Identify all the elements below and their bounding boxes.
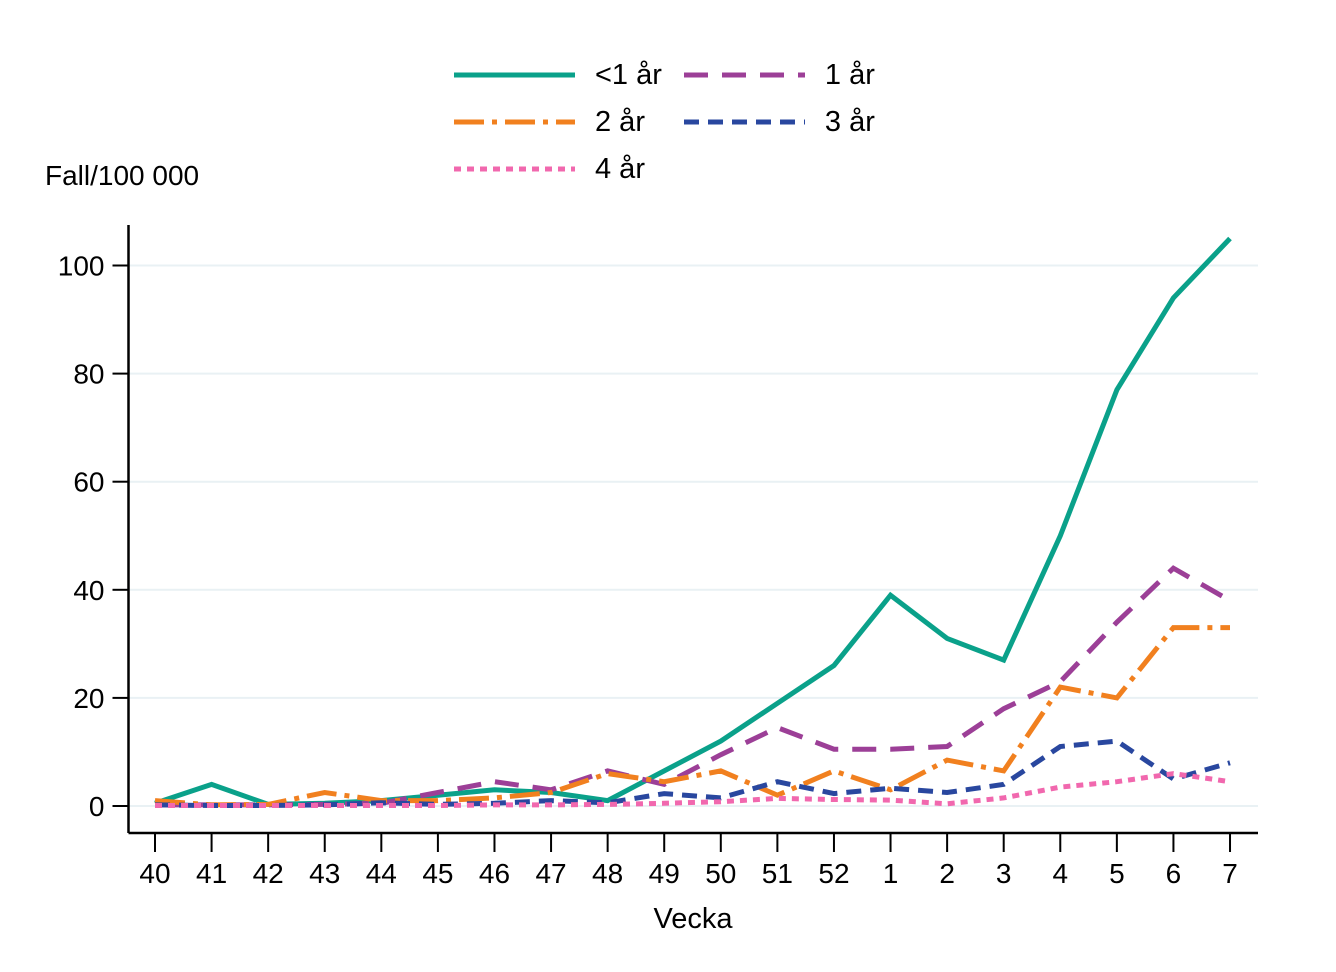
legend-label: <1 år <box>595 59 662 91</box>
x-tick-label: 6 <box>1166 858 1182 889</box>
x-tick-label: 51 <box>762 858 793 889</box>
chart-legend: <1 år 1 år 2 år 3 år 4 år <box>452 58 875 186</box>
legend-label: 2 år <box>595 106 645 138</box>
legend-item: <1 år <box>452 58 662 92</box>
legend-label: 1 år <box>824 59 875 91</box>
legend-line-swatch <box>683 119 805 125</box>
y-tick-label: 0 <box>89 791 105 822</box>
x-tick-label: 48 <box>592 858 623 889</box>
legend-item: 2 år <box>452 105 662 139</box>
series-line-1-r <box>155 565 1232 808</box>
legend-item: 1 år <box>682 58 875 92</box>
legend-label: 4 år <box>595 153 645 185</box>
x-axis-title: Vecka <box>653 903 733 935</box>
x-tick-label: 42 <box>253 858 284 889</box>
x-tick-label: 7 <box>1222 858 1238 889</box>
series-line-2-r <box>154 625 1230 808</box>
y-tick-label: 40 <box>73 575 104 606</box>
x-tick-label: 1 <box>883 858 899 889</box>
legend-line-swatch <box>454 119 575 125</box>
x-tick-label: 2 <box>939 858 955 889</box>
x-tick-label: 52 <box>818 858 849 889</box>
series-line-3-r <box>154 738 1231 808</box>
x-tick-label: 49 <box>649 858 680 889</box>
x-tick-label: 50 <box>705 858 736 889</box>
legend-line-swatch <box>683 72 805 78</box>
y-tick-label: 60 <box>73 467 104 498</box>
series-line-4-r <box>155 771 1231 808</box>
legend-line-swatch <box>454 166 575 172</box>
x-tick-label: 40 <box>139 858 170 889</box>
x-tick-label: 46 <box>479 858 510 889</box>
legend-label: 3 år <box>824 106 875 138</box>
y-axis-title: Fall/100 000 <box>45 160 200 191</box>
x-tick-label: 45 <box>422 858 453 889</box>
x-tick-label: 3 <box>996 858 1012 889</box>
x-tick-label: 5 <box>1109 858 1125 889</box>
y-tick-label: 20 <box>73 683 104 714</box>
legend-item: 4 år <box>452 152 662 186</box>
legend-line-swatch <box>454 72 575 78</box>
series-line--1-r <box>154 236 1232 807</box>
legend-item: 3 år <box>682 105 875 139</box>
x-tick-label: 43 <box>309 858 340 889</box>
x-tick-label: 41 <box>196 858 227 889</box>
y-tick-label: 80 <box>73 359 104 390</box>
y-tick-label: 100 <box>58 251 105 282</box>
x-tick-label: 4 <box>1052 858 1068 889</box>
x-tick-label: 47 <box>535 858 566 889</box>
x-tick-label: 44 <box>366 858 397 889</box>
